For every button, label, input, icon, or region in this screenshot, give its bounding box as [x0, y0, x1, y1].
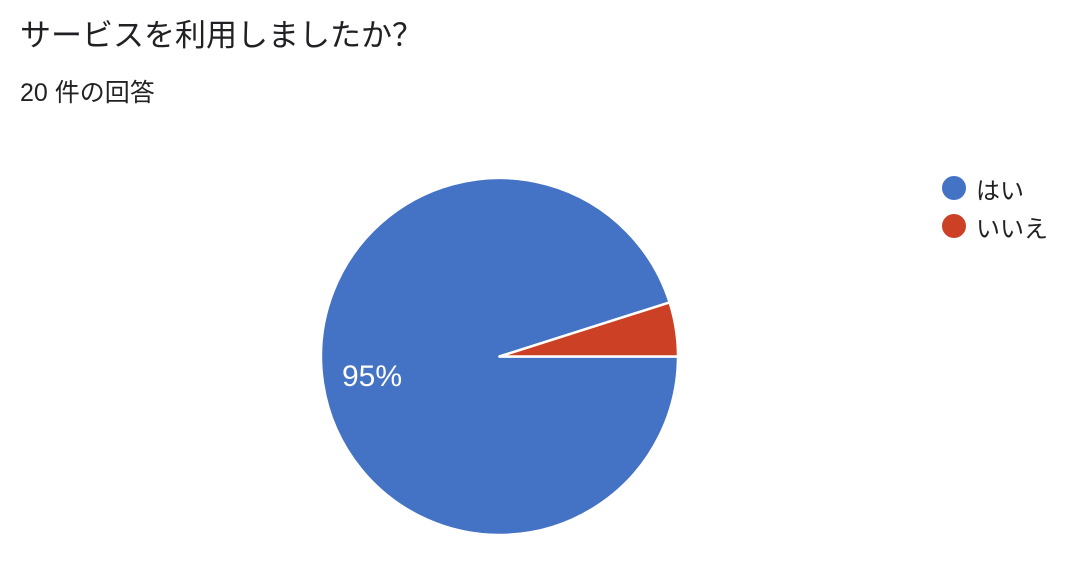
svg-text:95%: 95% — [342, 360, 402, 393]
